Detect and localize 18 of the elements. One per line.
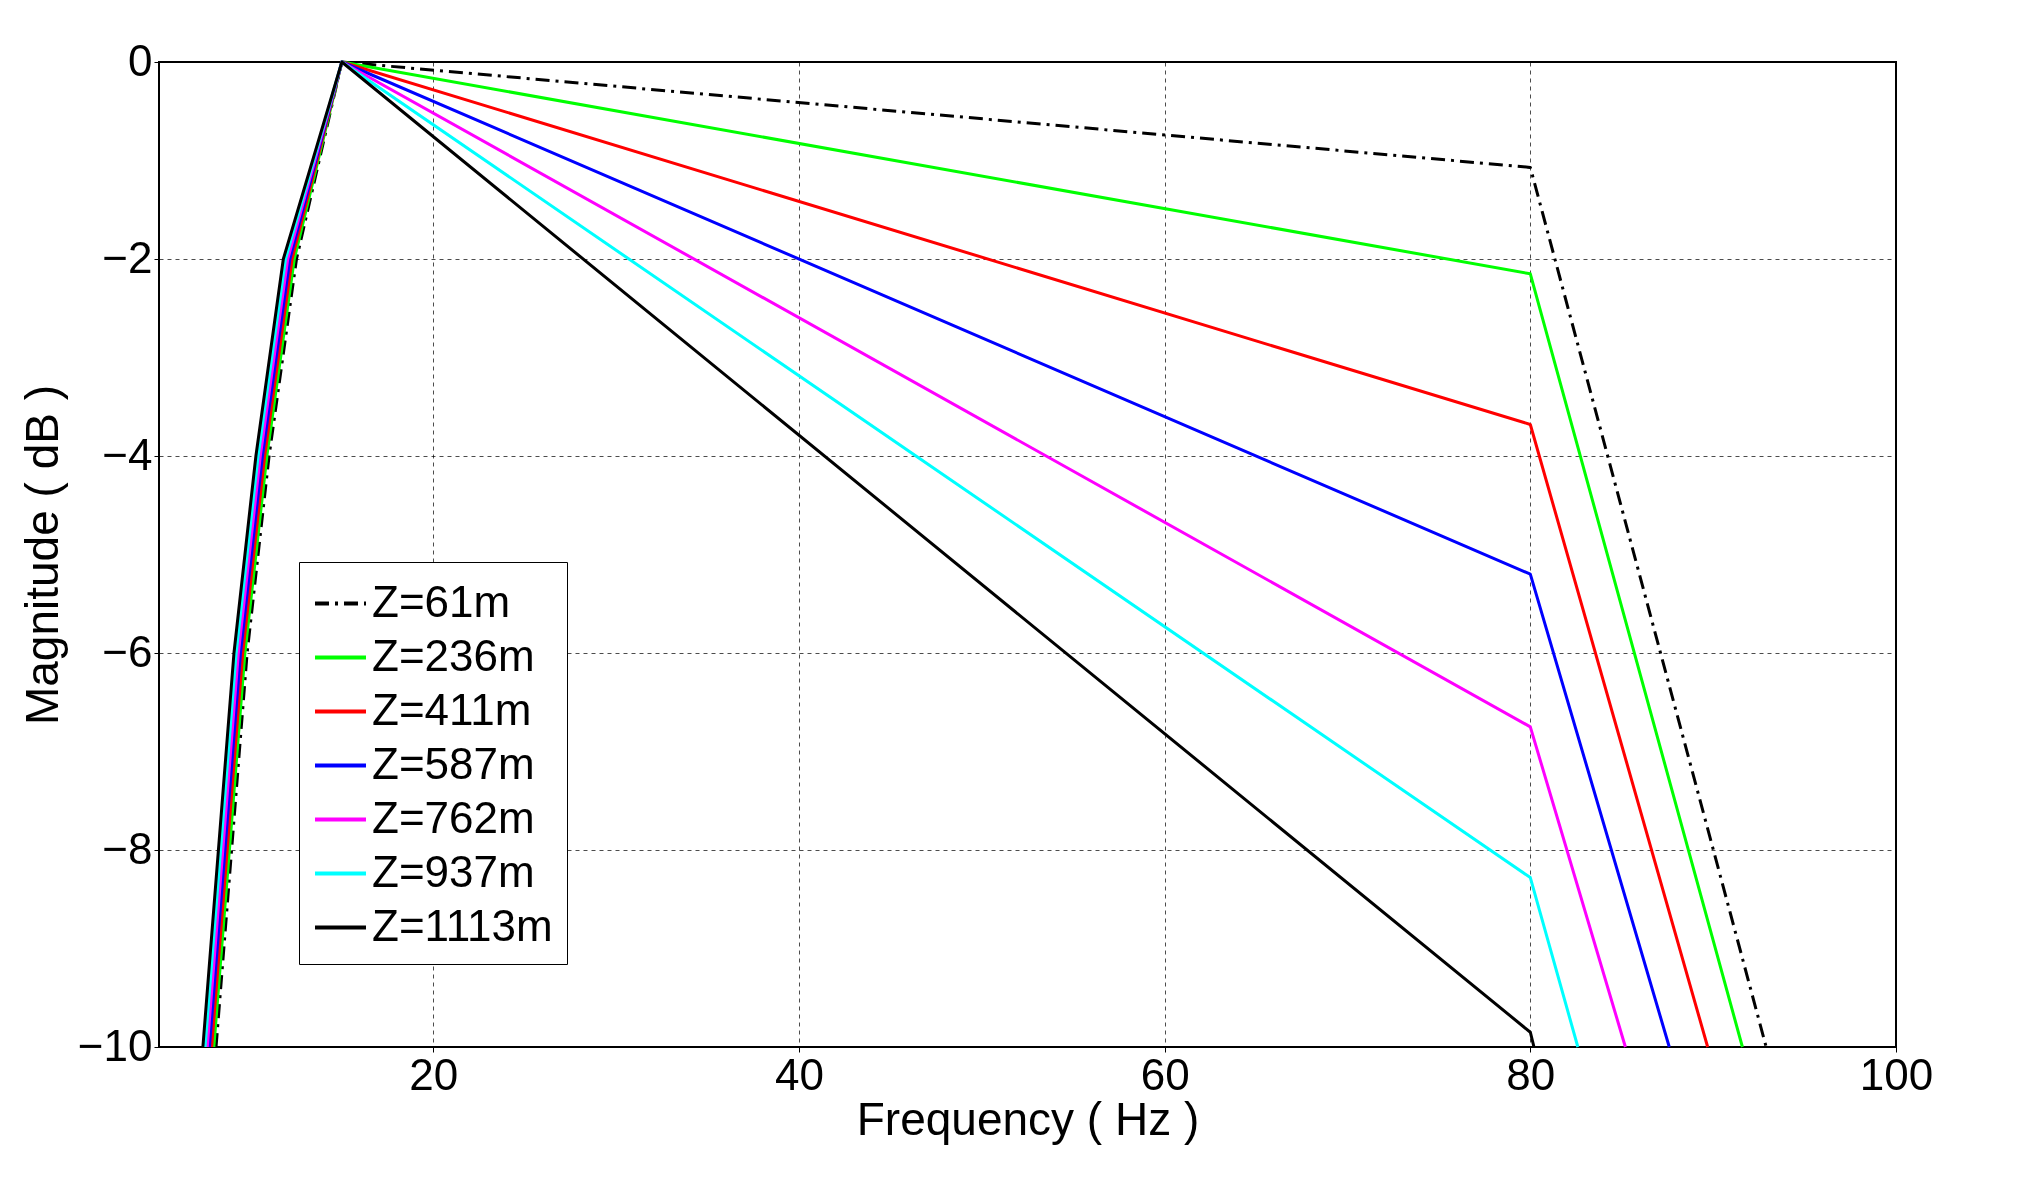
- legend-label: Z=1113m: [372, 900, 553, 950]
- legend-label: Z=937m: [372, 846, 535, 896]
- y-tick-label: −4: [102, 429, 153, 479]
- y-tick-label: −10: [77, 1020, 153, 1070]
- legend-label: Z=762m: [372, 792, 535, 842]
- y-tick-label: 0: [128, 35, 153, 85]
- y-tick-label: −2: [102, 232, 153, 282]
- y-tick-label: −8: [102, 823, 153, 873]
- legend-label: Z=61m: [372, 576, 511, 626]
- y-axis-title: Magnitude ( dB ): [15, 384, 68, 726]
- y-tick-label: −6: [102, 626, 153, 676]
- legend-label: Z=587m: [372, 738, 535, 788]
- x-tick-label: 40: [774, 1049, 824, 1099]
- x-tick-label: 80: [1506, 1049, 1556, 1099]
- x-tick-label: 100: [1859, 1049, 1934, 1099]
- legend-label: Z=236m: [372, 630, 535, 680]
- legend-label: Z=411m: [372, 684, 532, 734]
- x-tick-label: 20: [409, 1049, 459, 1099]
